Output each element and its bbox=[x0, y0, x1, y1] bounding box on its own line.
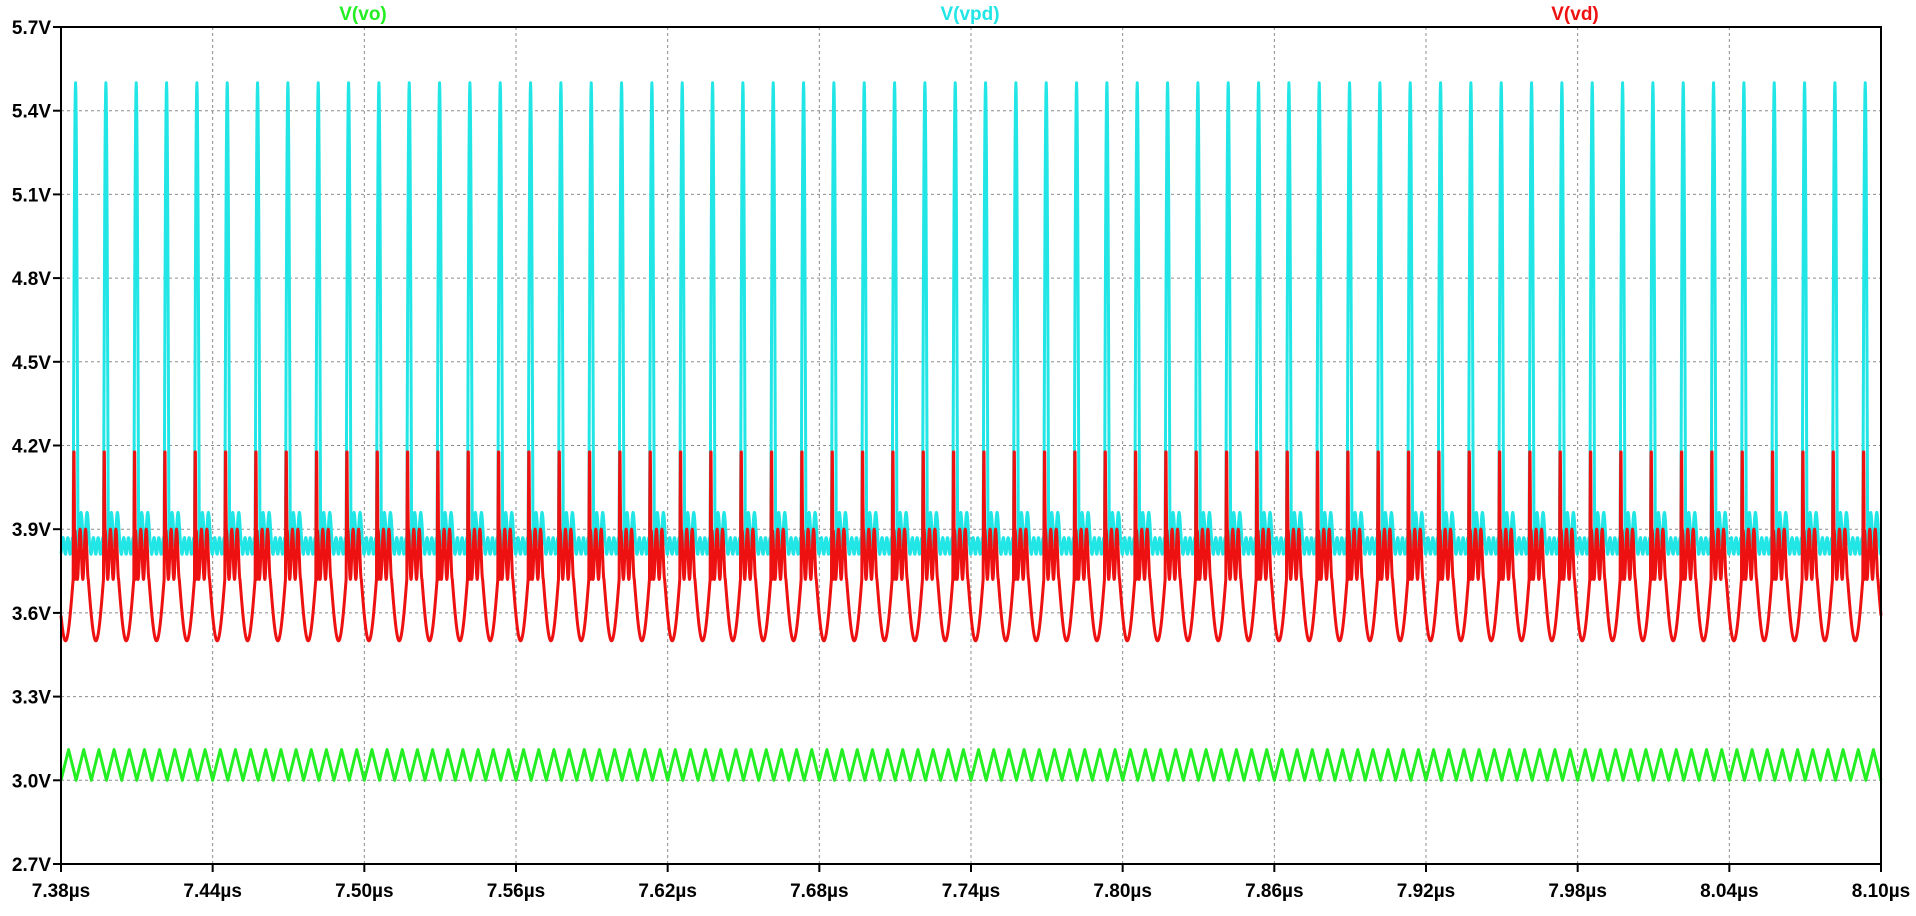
legend: V(vo) V(vpd) V(vd) bbox=[339, 4, 1599, 25]
series-line-vvd bbox=[59, 450, 1883, 643]
x-tick-label: 7.92µs bbox=[1397, 881, 1456, 902]
y-tick-label: 5.4V bbox=[12, 102, 51, 123]
x-tick-label: 7.86µs bbox=[1245, 881, 1304, 902]
x-tick-label: 7.68µs bbox=[790, 881, 849, 902]
grid bbox=[61, 27, 1881, 864]
legend-label: V(vpd) bbox=[940, 4, 999, 25]
y-tick-label: 4.5V bbox=[12, 353, 51, 374]
x-tick-label: 7.50µs bbox=[335, 881, 394, 902]
y-tick-label: 5.7V bbox=[12, 18, 51, 39]
x-tick-label: 7.44µs bbox=[183, 881, 242, 902]
legend-label: V(vd) bbox=[1551, 4, 1599, 25]
y-tick-label: 3.3V bbox=[12, 688, 51, 709]
series-line-vvo bbox=[59, 748, 1883, 782]
y-tick-label: 3.6V bbox=[12, 604, 51, 625]
y-tick-label: 4.8V bbox=[12, 269, 51, 290]
y-tick-label: 5.1V bbox=[12, 185, 51, 206]
y-tick-label: 2.7V bbox=[12, 855, 51, 876]
x-tick-label: 8.04µs bbox=[1700, 881, 1759, 902]
x-tick-label: 7.62µs bbox=[638, 881, 697, 902]
x-tick-label: 8.10µs bbox=[1852, 881, 1911, 902]
y-tick-label: 3.0V bbox=[12, 771, 51, 792]
x-tick-label: 7.56µs bbox=[487, 881, 546, 902]
x-tick-label: 7.38µs bbox=[32, 881, 91, 902]
series-layer bbox=[59, 81, 1883, 782]
legend-label: V(vo) bbox=[339, 4, 387, 25]
y-tick-label: 3.9V bbox=[12, 520, 51, 541]
series-line-vvpd bbox=[59, 81, 1883, 556]
x-tick-label: 7.98µs bbox=[1548, 881, 1607, 902]
x-tick-label: 7.80µs bbox=[1093, 881, 1152, 902]
axis-ticks: 7.38µs 7.44µs 7.50µs 7.56µs 7.62µs 7.68µs 7.74… bbox=[12, 18, 1910, 902]
x-tick-label: 7.74µs bbox=[942, 881, 1001, 902]
y-tick-label: 4.2V bbox=[12, 437, 51, 458]
